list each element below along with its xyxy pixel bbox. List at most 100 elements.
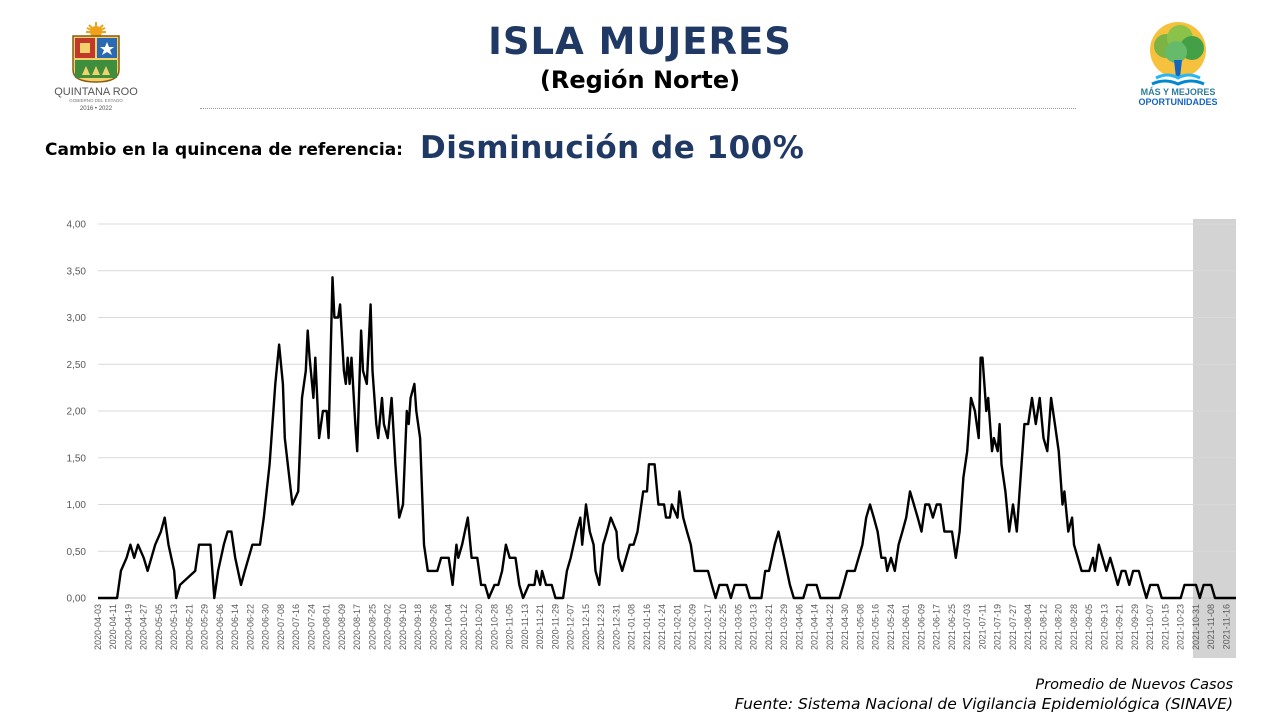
x-tick-label: 2021-09-21 — [1115, 604, 1125, 650]
x-tick-label: 2020-04-27 — [139, 604, 149, 650]
x-tick-label: 2020-07-08 — [276, 604, 286, 650]
x-tick-label: 2021-11-08 — [1206, 604, 1216, 649]
x-tick-label: 2020-08-17 — [352, 604, 362, 650]
reference-value: Disminución de 100% — [420, 130, 805, 166]
x-tick-label: 2021-07-27 — [1008, 604, 1018, 650]
y-tick-label: 3,00 — [67, 313, 87, 324]
x-tick-label: 2021-07-03 — [962, 604, 972, 650]
x-tick-label: 2020-06-22 — [245, 604, 255, 650]
x-tick-label: 2021-04-06 — [794, 604, 804, 650]
tree-icon: MÁS Y MEJORES OPORTUNIDADES — [1138, 22, 1218, 107]
y-tick-label: 0,50 — [67, 547, 87, 558]
shaded-period — [1192, 219, 1236, 658]
quintana-roo-shield-icon: QUINTANA ROO GOBIERNO DEL ESTADO 2016 • … — [54, 22, 138, 112]
x-tick-label: 2021-02-17 — [703, 604, 713, 650]
x-tick-label: 2020-05-13 — [169, 604, 179, 650]
x-tick-label: 2020-06-06 — [215, 604, 225, 650]
x-tick-label: 2021-08-28 — [1069, 604, 1079, 650]
chart-grid — [98, 223, 1236, 599]
y-tick-label: 2,00 — [67, 407, 87, 418]
x-tick-label: 2021-09-05 — [1084, 604, 1094, 650]
x-tick-label: 2021-01-16 — [642, 604, 652, 650]
x-tick-label: 2021-06-09 — [916, 604, 926, 650]
x-tick-label: 2020-09-10 — [398, 604, 408, 650]
series-line — [98, 276, 1236, 600]
x-tick-label: 2020-11-29 — [550, 604, 560, 649]
x-tick-label: 2020-08-25 — [367, 604, 377, 650]
x-tick-label: 2021-03-29 — [779, 604, 789, 650]
page-subtitle: (Región Norte) — [539, 66, 741, 94]
logo-tagline-bottom: OPORTUNIDADES — [1138, 97, 1217, 107]
x-axis: 2020-04-03 2020-04-11 2020-04-19 2020-04-27… — [93, 604, 1231, 650]
x-tick-label: 2021-06-17 — [932, 604, 942, 650]
y-tick-label: 1,50 — [67, 453, 87, 464]
x-tick-label: 2020-10-12 — [459, 604, 469, 650]
x-tick-label: 2021-02-01 — [672, 604, 682, 650]
x-tick-label: 2020-10-28 — [489, 604, 499, 650]
x-tick-label: 2021-03-05 — [733, 604, 743, 650]
source-caption: Fuente: Sistema Nacional de Vigilancia E… — [734, 695, 1233, 713]
x-tick-label: 2020-09-02 — [383, 604, 393, 650]
x-tick-label: 2021-10-23 — [1176, 604, 1186, 650]
y-tick-label: 2,50 — [67, 360, 87, 371]
oportunidades-logo: MÁS Y MEJORES OPORTUNIDADES — [1128, 20, 1228, 115]
x-tick-label: 2020-11-13 — [520, 604, 530, 649]
y-tick-label: 0,00 — [67, 594, 87, 605]
x-tick-label: 2021-07-11 — [977, 604, 987, 649]
x-tick-label: 2020-07-24 — [306, 604, 316, 650]
x-tick-label: 2020-10-20 — [474, 604, 484, 650]
x-tick-label: 2021-10-07 — [1145, 604, 1155, 650]
logo-name: QUINTANA ROO — [54, 86, 138, 98]
x-tick-label: 2020-12-07 — [566, 604, 576, 650]
x-tick-label: 2021-07-19 — [993, 604, 1003, 650]
x-tick-label: 2021-03-21 — [764, 604, 774, 650]
x-tick-label: 2020-10-04 — [444, 604, 454, 650]
header-divider — [200, 108, 1076, 109]
x-tick-label: 2021-08-04 — [1023, 604, 1033, 650]
x-tick-label: 2020-12-23 — [596, 604, 606, 650]
x-tick-label: 2021-01-08 — [627, 604, 637, 650]
x-tick-label: 2021-08-20 — [1054, 604, 1064, 650]
x-tick-label: 2021-09-13 — [1099, 604, 1109, 650]
x-tick-label: 2021-11-16 — [1221, 604, 1231, 649]
x-tick-label: 2021-02-09 — [688, 604, 698, 650]
x-tick-label: 2021-10-31 — [1191, 604, 1201, 650]
x-tick-label: 2020-05-29 — [200, 604, 210, 650]
x-tick-label: 2020-04-11 — [108, 604, 118, 649]
x-tick-label: 2021-01-24 — [657, 604, 667, 650]
x-tick-label: 2021-05-24 — [886, 604, 896, 650]
x-tick-label: 2021-08-12 — [1038, 604, 1048, 650]
y-tick-label: 1,00 — [67, 500, 87, 511]
x-tick-label: 2021-05-16 — [871, 604, 881, 650]
x-tick-label: 2020-08-01 — [322, 604, 332, 650]
x-tick-label: 2020-06-14 — [230, 604, 240, 650]
line-chart: 0,00 0,50 1,00 1,50 2,00 2,50 3,00 3,50 4,00 202… — [67, 219, 1236, 658]
quintana-roo-logo: QUINTANA ROO GOBIERNO DEL ESTADO 2016 • … — [46, 18, 146, 113]
x-tick-label: 2020-12-15 — [581, 604, 591, 650]
x-tick-label: 2020-08-09 — [337, 604, 347, 650]
x-tick-label: 2021-09-29 — [1130, 604, 1140, 650]
logo-subtitle: GOBIERNO DEL ESTADO — [69, 98, 123, 103]
x-tick-label: 2020-05-21 — [184, 604, 194, 650]
x-tick-label: 2021-04-30 — [840, 604, 850, 650]
x-tick-label: 2021-04-22 — [825, 604, 835, 650]
series-caption: Promedio de Nuevos Casos — [1035, 677, 1233, 693]
x-tick-label: 2021-06-01 — [901, 604, 911, 650]
x-tick-label: 2020-06-30 — [261, 604, 271, 650]
x-tick-label: 2020-09-26 — [428, 604, 438, 650]
x-tick-label: 2020-04-03 — [93, 604, 103, 650]
x-tick-label: 2021-03-13 — [749, 604, 759, 650]
x-tick-label: 2021-06-25 — [947, 604, 957, 650]
x-tick-label: 2020-11-21 — [535, 604, 545, 649]
y-tick-label: 4,00 — [67, 220, 87, 231]
x-tick-label: 2020-05-05 — [154, 604, 164, 650]
x-tick-label: 2020-04-19 — [123, 604, 133, 650]
x-tick-label: 2020-07-16 — [291, 604, 301, 650]
x-tick-label: 2021-05-08 — [855, 604, 865, 650]
x-tick-label: 2020-12-31 — [611, 604, 621, 650]
x-tick-label: 2021-10-15 — [1160, 604, 1170, 650]
y-tick-label: 3,50 — [67, 266, 87, 277]
x-tick-label: 2020-09-18 — [413, 604, 423, 650]
page-title: ISLA MUJERES — [488, 20, 792, 63]
x-tick-label: 2021-04-14 — [810, 604, 820, 650]
